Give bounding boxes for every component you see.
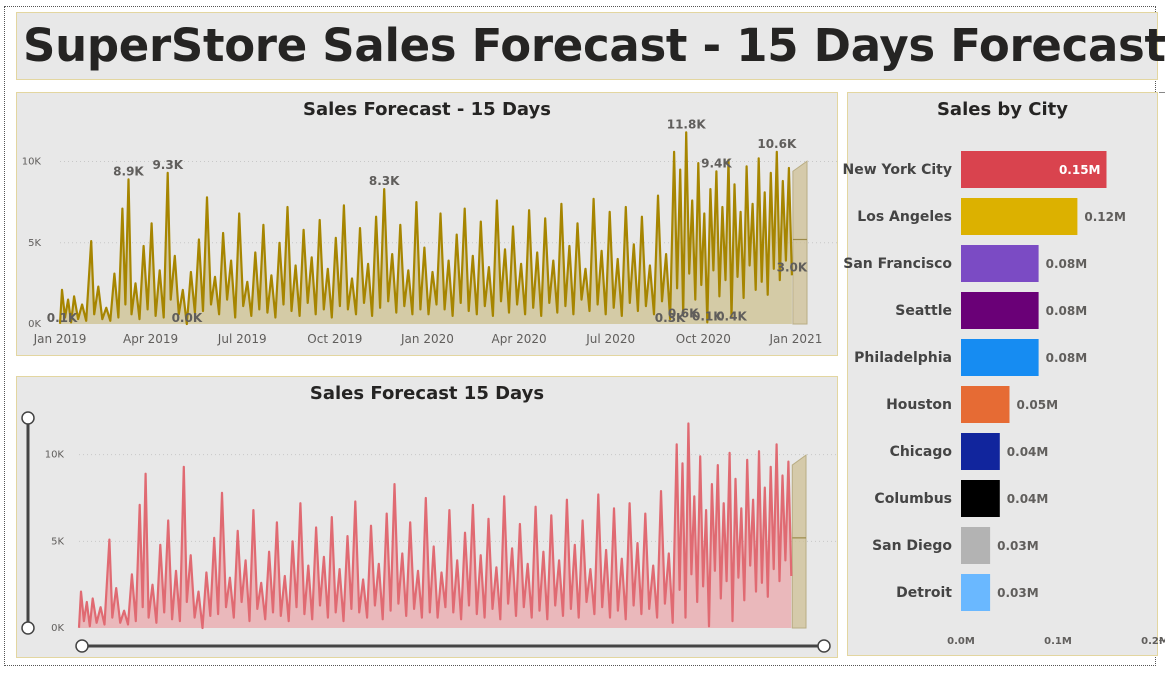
- series-area: [79, 423, 792, 628]
- bar-value-label: 0.03M: [997, 539, 1039, 553]
- x-tick-label: Apr 2020: [492, 332, 547, 346]
- bar-category-label: San Francisco: [843, 256, 952, 272]
- data-label: 10.6K: [757, 137, 797, 151]
- page-edge-tick: [1159, 640, 1165, 641]
- y-tick-label: 0K: [51, 623, 64, 634]
- y-range-slider-handle-top[interactable]: [21, 411, 35, 425]
- bar-category-label: Detroit: [896, 585, 952, 601]
- data-label: 0.4K: [716, 310, 747, 324]
- bar-value-label: 0.05M: [1017, 398, 1059, 412]
- y-tick-label: 0K: [28, 319, 41, 330]
- sales-forecast-line-panel[interactable]: Sales Forecast - 15 Days 0K 5K 10K Jan 2019…: [16, 92, 838, 356]
- forecast-confidence-band: [791, 454, 807, 629]
- y-tick-label: 5K: [28, 238, 41, 249]
- plot-area: 0K 5K 10K: [45, 422, 836, 634]
- x-tick-label: Apr 2019: [123, 332, 178, 346]
- bar-category-label: Chicago: [890, 444, 953, 460]
- data-label: 0.1K: [47, 311, 78, 325]
- x-tick-label: Jul 2020: [585, 332, 635, 346]
- data-label: 0.3K: [655, 311, 686, 325]
- page-edge-tick: [1159, 92, 1165, 93]
- bar-value-label: 0.08M: [1046, 351, 1088, 365]
- chart-title: Sales Forecast 15 Days: [309, 383, 545, 404]
- y-tick-label: 5K: [51, 536, 64, 547]
- x-tick-label: Jul 2019: [217, 332, 267, 346]
- bar-value-label: 0.08M: [1046, 304, 1088, 318]
- data-label: 0.0K: [172, 311, 203, 325]
- title-panel: SuperStore Sales Forecast - 15 Days Fore…: [16, 12, 1165, 80]
- bar[interactable]: [961, 480, 1000, 517]
- bar-value-label: 0.15M: [1059, 163, 1101, 177]
- bar-category-label: Seattle: [895, 303, 952, 319]
- series-line[interactable]: [58, 131, 793, 326]
- data-label: 11.8K: [667, 117, 707, 131]
- series-line[interactable]: [77, 422, 793, 630]
- bar-chart-svg[interactable]: New York City 0.15M Los Angeles 0.12M San Fr…: [843, 93, 1165, 655]
- data-label: 8.3K: [369, 174, 400, 188]
- sales-by-city-panel[interactable]: Sales by City New York City 0.15M Los Ange…: [843, 92, 1165, 656]
- bar-category-label: Philadelphia: [854, 350, 952, 366]
- y-tick-label: 10K: [45, 450, 65, 461]
- bar[interactable]: [961, 198, 1078, 235]
- bar-value-label: 0.04M: [1007, 445, 1049, 459]
- x-range-slider-handle-left[interactable]: [75, 639, 89, 653]
- bar-value-label: 0.08M: [1046, 257, 1088, 271]
- bar-category-label: New York City: [843, 162, 952, 178]
- line-chart-svg[interactable]: 0K 5K 10K Jan 2019 Apr 2019 Jul 2019 Oct 2019 J…: [17, 93, 837, 355]
- data-label: 3.0K: [777, 260, 808, 274]
- x-tick-label: Jan 2021: [768, 332, 822, 346]
- x-tick-label: Oct 2020: [676, 332, 731, 346]
- x-tick-label: Jan 2019: [33, 332, 87, 346]
- y-tick-label: 10K: [22, 157, 42, 168]
- x-tick-label: 0.1M: [1044, 636, 1072, 647]
- bar-category-label: Columbus: [874, 491, 952, 507]
- chart-title: Sales Forecast - 15 Days: [303, 99, 551, 120]
- bar[interactable]: [961, 386, 1010, 423]
- series-area: [60, 132, 792, 324]
- bar-category-label: Los Angeles: [857, 209, 952, 225]
- page-title: SuperStore Sales Forecast - 15 Days Fore…: [23, 19, 1165, 72]
- bar-category-label: San Diego: [872, 538, 952, 554]
- data-label: 9.4K: [701, 156, 732, 170]
- chart-title: Sales by City: [936, 99, 1069, 120]
- data-label: 0.6K: [668, 306, 699, 320]
- bar-value-label: 0.03M: [997, 586, 1039, 600]
- x-tick-label: Oct 2019: [307, 332, 362, 346]
- forecast-confidence-band: [792, 160, 808, 325]
- x-tick-label: 0.2M: [1141, 636, 1165, 647]
- bar[interactable]: [961, 433, 1000, 470]
- x-tick-label: Jan 2020: [400, 332, 454, 346]
- data-label: 9.3K: [152, 158, 183, 172]
- bar-category-label: Houston: [886, 397, 952, 413]
- bar[interactable]: [961, 574, 991, 611]
- data-label: 0.1K: [692, 309, 723, 323]
- plot-area: 0K 5K 10K Jan 2019 Apr 2019 Jul 2019 Oct 2019 J…: [22, 117, 837, 346]
- bar-value-label: 0.04M: [1007, 492, 1049, 506]
- data-label: 8.9K: [113, 164, 144, 178]
- bar-value-label: 0.12M: [1084, 210, 1126, 224]
- bar[interactable]: [961, 339, 1039, 376]
- bar[interactable]: [961, 245, 1039, 282]
- x-tick-label: 0.0M: [947, 636, 975, 647]
- bar[interactable]: [961, 151, 1107, 188]
- bar[interactable]: [961, 527, 991, 564]
- y-range-slider-handle-bottom[interactable]: [21, 621, 35, 635]
- bar[interactable]: [961, 292, 1039, 329]
- x-range-slider-handle-right[interactable]: [817, 639, 831, 653]
- area-chart-svg[interactable]: 0K 5K 10K: [0, 372, 840, 672]
